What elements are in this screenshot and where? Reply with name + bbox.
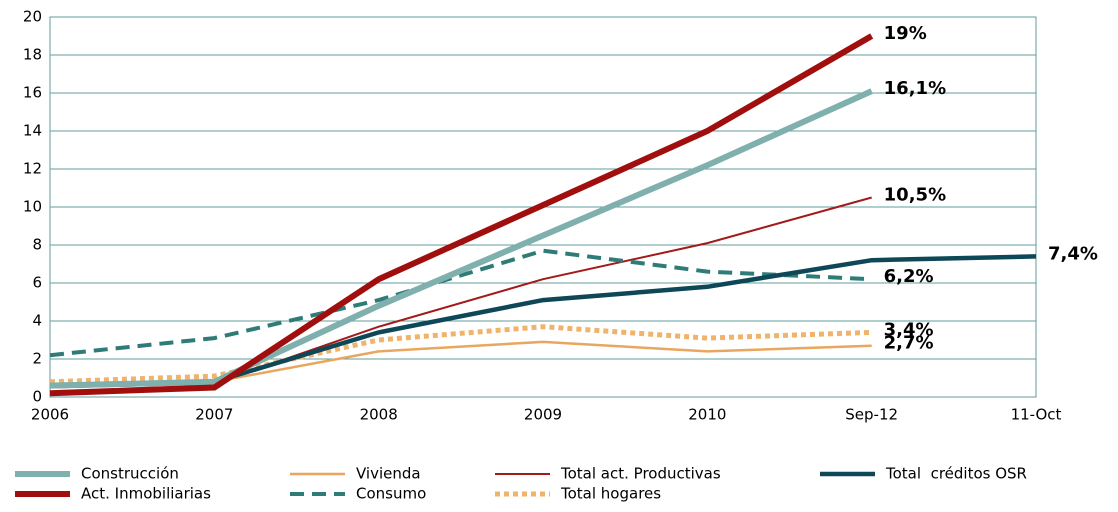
x-tick-label: 2008	[360, 406, 398, 424]
value-label: 6,2%	[884, 266, 934, 287]
y-tick-label: 14	[23, 122, 42, 140]
series-line	[49, 33, 874, 397]
legend-label: Total act. Productivas	[560, 465, 721, 483]
legend-label: Consumo	[356, 485, 426, 503]
value-label: 16,1%	[884, 78, 946, 99]
value-label: 7,4%	[1048, 243, 1098, 264]
y-tick-label: 10	[23, 198, 42, 216]
y-tick-label: 2	[32, 350, 42, 368]
y-tick-label: 0	[32, 388, 42, 406]
x-tick-label: 2010	[688, 406, 726, 424]
y-tick-label: 4	[32, 312, 42, 330]
series-line	[49, 340, 872, 385]
plot-border	[49, 16, 1037, 398]
x-tick-label: 2009	[524, 406, 562, 424]
value-label: 10,5%	[884, 185, 946, 206]
value-label: 2,7%	[884, 333, 934, 354]
series-line	[49, 88, 873, 389]
x-tick-label: 11-Oct	[1011, 406, 1062, 424]
series-line	[49, 324, 872, 385]
y-tick-label: 8	[32, 236, 42, 254]
y-tick-label: 20	[23, 8, 42, 26]
legend-label: Construcción	[81, 465, 179, 483]
y-tick-label: 16	[23, 84, 42, 102]
legend-label: Act. Inmobiliarias	[81, 485, 211, 503]
x-tick-label: 2006	[31, 406, 69, 424]
legend-label: Vivienda	[356, 465, 421, 483]
x-tick-label: Sep-12	[845, 406, 898, 424]
y-tick-label: 12	[23, 160, 42, 178]
legend-label: Total créditos OSR	[885, 465, 1027, 483]
value-label: 3,4%	[884, 319, 934, 340]
y-tick-label: 18	[23, 46, 42, 64]
y-tick-label: 6	[32, 274, 42, 292]
series-line	[49, 248, 872, 358]
value-label: 19%	[884, 23, 927, 44]
x-tick-label: 2007	[195, 406, 233, 424]
legend-label: Total hogares	[560, 485, 661, 503]
